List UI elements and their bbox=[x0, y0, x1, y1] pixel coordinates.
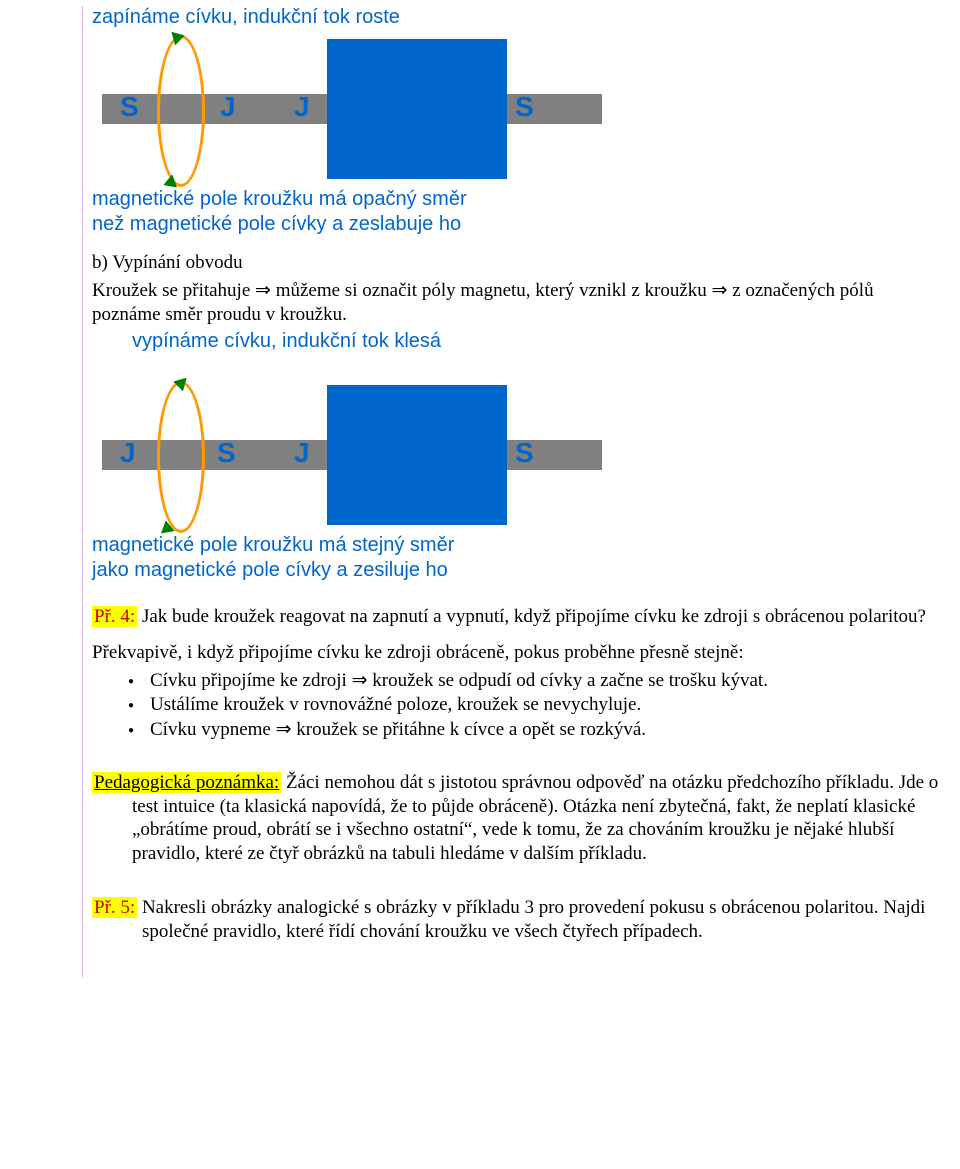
diagram1: S J J S bbox=[102, 39, 602, 179]
bullet-1a: Cívku připojíme ke zdroji bbox=[150, 670, 352, 691]
bullet-list: Cívku připojíme ke zdroji ⇒ kroužek se o… bbox=[92, 669, 942, 743]
diagram1-pole-0: S bbox=[120, 91, 139, 123]
bullet-1: Cívku připojíme ke zdroji ⇒ kroužek se o… bbox=[150, 669, 942, 694]
diagram1-coil bbox=[327, 39, 507, 179]
diagram2-pole-0: J bbox=[120, 437, 136, 469]
pedagogical-note: Pedagogická poznámka: Žáci nemohou dát s… bbox=[92, 771, 942, 866]
diagram2-pole-2: J bbox=[294, 437, 310, 469]
diagram1-caption: magnetické pole kroužku má opačný směr n… bbox=[92, 187, 942, 237]
exercise-4-text: Jak bude kroužek reagovat na zapnutí a v… bbox=[137, 606, 926, 627]
bullet-3b: kroužek se přitáhne k cívce a opět se ro… bbox=[296, 719, 646, 740]
section-b-t2: můžeme si označit póly magnetu, který vz… bbox=[276, 280, 712, 301]
diagram1-heading: zapínáme cívku, indukční tok roste bbox=[92, 6, 942, 29]
arrow-icon: ⇒ bbox=[712, 280, 728, 301]
diagram2-pole-1: S bbox=[217, 437, 236, 469]
diagram2-heading: vypínáme cívku, indukční tok klesá bbox=[132, 330, 942, 353]
diagram1-arrow-top bbox=[171, 29, 186, 46]
exercise-5: Př. 5: Nakresli obrázky analogické s obr… bbox=[92, 896, 942, 944]
diagram1-caption-l1: magnetické pole kroužku má opačný směr bbox=[92, 188, 467, 210]
arrow-icon: ⇒ bbox=[255, 280, 271, 301]
diagram1-ring bbox=[157, 35, 205, 187]
bullet-1b: kroužek se odpudí od cívky a začne se tr… bbox=[372, 670, 768, 691]
diagram1-pole-2: J bbox=[294, 91, 310, 123]
diagram2-ring bbox=[157, 381, 205, 533]
diagram2: J S J S bbox=[102, 385, 602, 525]
diagram1-pole-3: S bbox=[515, 91, 534, 123]
diagram2-caption-l1: magnetické pole kroužku má stejný směr bbox=[92, 534, 454, 556]
diagram1-pole-1: J bbox=[220, 91, 236, 123]
exercise-4: Př. 4: Jak bude kroužek reagovat na zapn… bbox=[92, 605, 942, 629]
exercise-5-text: Nakresli obrázky analogické s obrázky v … bbox=[137, 897, 925, 942]
bullet-3: Cívku vypneme ⇒ kroužek se přitáhne k cí… bbox=[150, 718, 942, 743]
arrow-icon: ⇒ bbox=[352, 670, 368, 691]
diagram2-caption: magnetické pole kroužku má stejný směr j… bbox=[92, 533, 942, 583]
diagram2-caption-l2: jako magnetické pole cívky a zesiluje ho bbox=[92, 559, 448, 581]
diagram2-pole-3: S bbox=[515, 437, 534, 469]
para-lead: Překvapivě, i když připojíme cívku ke zd… bbox=[92, 641, 942, 665]
section-b-t1: Kroužek se přitahuje bbox=[92, 280, 255, 301]
diagram2-coil bbox=[327, 385, 507, 525]
left-margin-rule bbox=[82, 6, 83, 977]
bullet-3a: Cívku vypneme bbox=[150, 719, 276, 740]
exercise-5-label: Př. 5: bbox=[92, 897, 137, 918]
section-b-line: Kroužek se přitahuje ⇒ můžeme si označit… bbox=[92, 279, 942, 327]
bullet-2: Ustálíme kroužek v rovnovážné poloze, kr… bbox=[150, 693, 942, 718]
exercise-4-label: Př. 4: bbox=[92, 606, 137, 627]
diagram1-caption-l2: než magnetické pole cívky a zeslabuje ho bbox=[92, 213, 461, 235]
section-b-title: b) Vypínání obvodu bbox=[92, 251, 942, 275]
note-title: Pedagogická poznámka: bbox=[92, 772, 281, 793]
arrow-icon: ⇒ bbox=[276, 719, 292, 740]
